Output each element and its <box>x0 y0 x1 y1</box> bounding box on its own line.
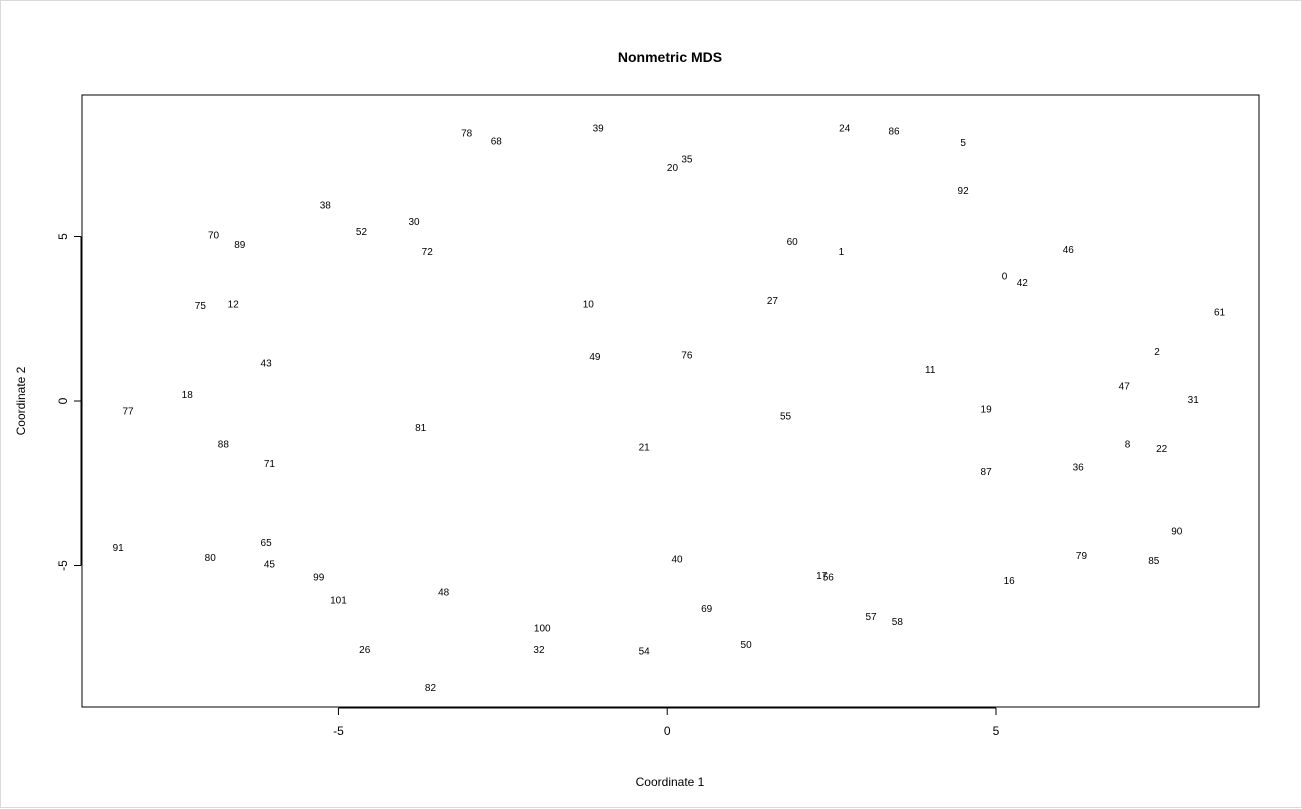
point-label: 76 <box>681 350 693 361</box>
point-label: 80 <box>205 553 217 564</box>
point-label: 31 <box>1188 395 1200 406</box>
point-label: 101 <box>330 596 347 607</box>
x-tick-label: -5 <box>333 724 344 738</box>
point-label: 71 <box>264 459 276 470</box>
point-label: 58 <box>892 617 904 628</box>
point-label: 48 <box>438 587 450 598</box>
point-label: 43 <box>261 359 273 370</box>
point-label: 49 <box>589 352 601 363</box>
x-axis-label: Coordinate 1 <box>636 775 705 789</box>
point-label: 8 <box>1125 439 1131 450</box>
point-label: 87 <box>981 467 993 478</box>
point-label: 82 <box>425 683 437 694</box>
x-tick-label: 5 <box>993 724 1000 738</box>
point-label: 1 <box>839 247 845 258</box>
point-label: 79 <box>1076 551 1088 562</box>
point-label: 55 <box>780 411 792 422</box>
point-label: 27 <box>767 296 779 307</box>
point-label: 26 <box>359 645 371 656</box>
point-label: 72 <box>422 247 434 258</box>
point-label: 30 <box>408 217 420 228</box>
point-label: 99 <box>313 573 325 584</box>
point-label: 60 <box>787 237 799 248</box>
point-label: 86 <box>889 127 901 138</box>
point-label: 52 <box>356 227 368 238</box>
point-label: 36 <box>1073 462 1085 473</box>
point-label: 90 <box>1171 526 1183 537</box>
point-label: 56 <box>823 573 835 584</box>
point-label: 40 <box>672 554 684 565</box>
point-label: 5 <box>960 138 966 149</box>
point-label: 77 <box>122 406 134 417</box>
x-tick-label: 0 <box>664 724 671 738</box>
y-tick-label: 5 <box>56 233 70 240</box>
point-label: 22 <box>1156 444 1168 455</box>
point-label: 75 <box>195 301 207 312</box>
x-axis: -5 0 5 <box>333 707 1000 738</box>
point-label: 20 <box>667 163 679 174</box>
point-label: 11 <box>925 365 936 376</box>
point-label: 91 <box>113 543 125 554</box>
point-label: 68 <box>491 137 503 148</box>
point-label: 88 <box>218 439 230 450</box>
y-axis: -5 0 5 <box>56 233 82 571</box>
point-label: 50 <box>741 640 753 651</box>
point-label: 89 <box>234 240 246 251</box>
point-label: 65 <box>261 538 273 549</box>
point-label: 92 <box>958 186 970 197</box>
point-label: 57 <box>865 612 877 623</box>
point-label: 38 <box>320 201 332 212</box>
point-label: 0 <box>1002 271 1008 282</box>
y-axis-label: Coordinate 2 <box>14 366 28 435</box>
point-label: 42 <box>1017 278 1029 289</box>
point-label: 21 <box>639 443 651 454</box>
point-label: 54 <box>639 647 651 658</box>
point-label: 24 <box>839 123 851 134</box>
point-label: 32 <box>533 645 545 656</box>
point-label: 2 <box>1154 347 1160 358</box>
y-tick-label: 0 <box>56 397 70 404</box>
point-label: 45 <box>264 559 276 570</box>
point-label: 12 <box>228 299 240 310</box>
point-label: 10 <box>583 299 595 310</box>
y-tick-label: -5 <box>56 560 70 571</box>
point-label: 61 <box>1214 308 1226 319</box>
point-label: 39 <box>593 123 605 134</box>
point-label: 35 <box>681 155 693 166</box>
point-label: 47 <box>1119 382 1131 393</box>
point-label: 85 <box>1148 556 1160 567</box>
point-label: 46 <box>1063 245 1075 256</box>
point-label: 18 <box>182 390 194 401</box>
point-label: 70 <box>208 230 220 241</box>
point-label: 81 <box>415 423 427 434</box>
point-label: 69 <box>701 604 713 615</box>
point-label: 78 <box>461 128 473 139</box>
point-label: 19 <box>981 405 993 416</box>
point-label: 16 <box>1004 576 1016 587</box>
chart-title: Nonmetric MDS <box>618 49 722 65</box>
point-label: 17 <box>816 571 828 582</box>
point-label: 100 <box>534 624 551 635</box>
plot-area <box>81 94 1260 708</box>
